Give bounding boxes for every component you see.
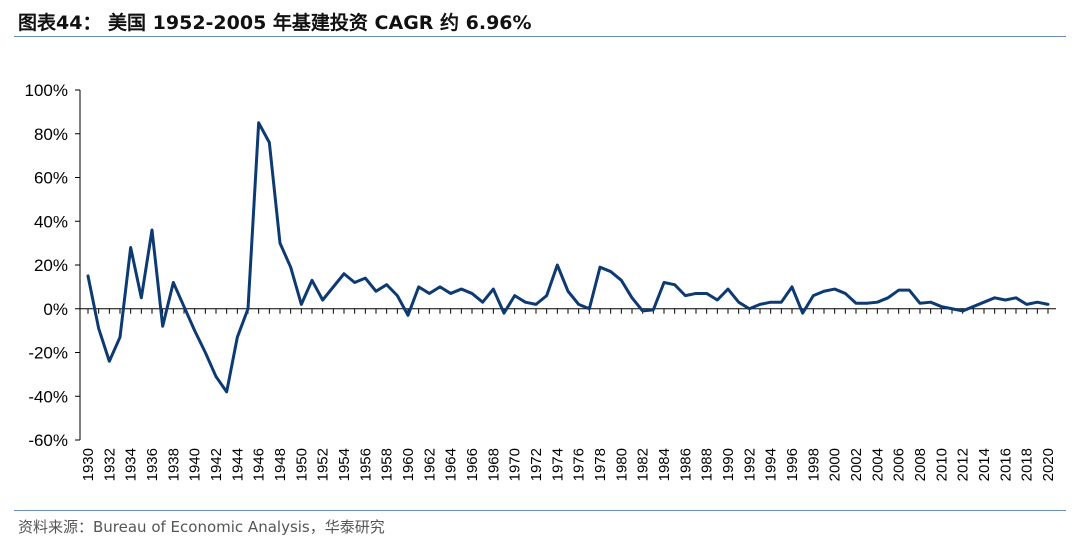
x-tick-label: 1990 (720, 448, 737, 481)
x-axis: 1930 1932 1934 1936 1938 1940 1942 1944 1946 1948… (80, 308, 1057, 481)
x-tick-label: 2004 (869, 448, 886, 481)
x-tick-label: 1942 (208, 448, 225, 481)
x-tick-label: 1960 (400, 448, 417, 481)
x-tick-label: 2008 (912, 448, 929, 481)
y-tick-label: 0% (43, 300, 68, 319)
x-tick-label: 2010 (933, 448, 950, 481)
title-bar: 图表44： 美国 1952-2005 年基建投资 CAGR 约 6.96% (14, 6, 1066, 37)
x-tick-label: 1994 (763, 448, 780, 481)
series-line (86, 121, 1050, 394)
x-tick-label: 2012 (955, 448, 972, 481)
x-tick-label: 1952 (315, 448, 332, 481)
x-tick-label: 1982 (635, 448, 652, 481)
x-tick-label: 1992 (741, 448, 758, 481)
x-tick-label: 1986 (677, 448, 694, 481)
x-tick-label: 2002 (848, 448, 865, 481)
x-tick-label: 2014 (976, 448, 993, 481)
x-tick-label: 1938 (165, 448, 182, 481)
x-tick-label: 1998 (805, 448, 822, 481)
x-tick-label: 1958 (379, 448, 396, 481)
x-tick-label: 1932 (101, 448, 118, 481)
chart-title: 图表44： 美国 1952-2005 年基建投资 CAGR 约 6.96% (18, 12, 532, 34)
x-tick-label: 1944 (229, 448, 246, 481)
x-tick-label: 1988 (699, 448, 716, 481)
y-tick-label: 80% (34, 125, 68, 144)
x-tick-label: 1962 (421, 448, 438, 481)
plot-area (86, 121, 1050, 394)
x-tick-label: 1966 (464, 448, 481, 481)
x-tick-label: 1984 (656, 448, 673, 481)
x-tick-label: 1976 (571, 448, 588, 481)
y-tick-label: 100% (25, 81, 68, 100)
x-tick-label: 1970 (507, 448, 524, 481)
x-tick-label: 1954 (336, 448, 353, 481)
x-tick-label: 1972 (528, 448, 545, 481)
x-tick-label: 1956 (357, 448, 374, 481)
x-tick-label: 1980 (613, 448, 630, 481)
y-tick-label: 40% (34, 212, 68, 231)
x-tick-label: 1930 (80, 448, 97, 481)
x-tick-label: 2020 (1040, 448, 1057, 481)
x-tick-label: 1950 (293, 448, 310, 481)
y-tick-label: 60% (34, 169, 68, 188)
x-tick-label: 1968 (485, 448, 502, 481)
y-tick-label: -60% (28, 431, 68, 450)
x-tick-label: 2016 (997, 448, 1014, 481)
x-tick-label: 1940 (187, 448, 204, 481)
y-axis: -60% -40% -20% 0% 20% 40% 60% 80% 100% (25, 81, 81, 450)
x-tick-label: 1946 (251, 448, 268, 481)
x-tick-label: 1936 (144, 448, 161, 481)
source-note: 资料来源：Bureau of Economic Analysis，华泰研究 (18, 518, 385, 536)
y-tick-label: 20% (34, 256, 68, 275)
x-tick-label: 1978 (592, 448, 609, 481)
x-tick-label: 2006 (891, 448, 908, 481)
x-tick-label: 1964 (443, 448, 460, 481)
x-tick-label: 1996 (784, 448, 801, 481)
x-tick-label: 2018 (1019, 448, 1036, 481)
y-tick-label: -20% (28, 344, 68, 363)
footer-rule (14, 510, 1066, 511)
y-tick-label: -40% (28, 387, 68, 406)
x-tick-label: 1974 (549, 448, 566, 481)
x-tick-label: 2000 (827, 448, 844, 481)
x-tick-label: 1948 (272, 448, 289, 481)
x-tick-label: 1934 (123, 448, 140, 481)
